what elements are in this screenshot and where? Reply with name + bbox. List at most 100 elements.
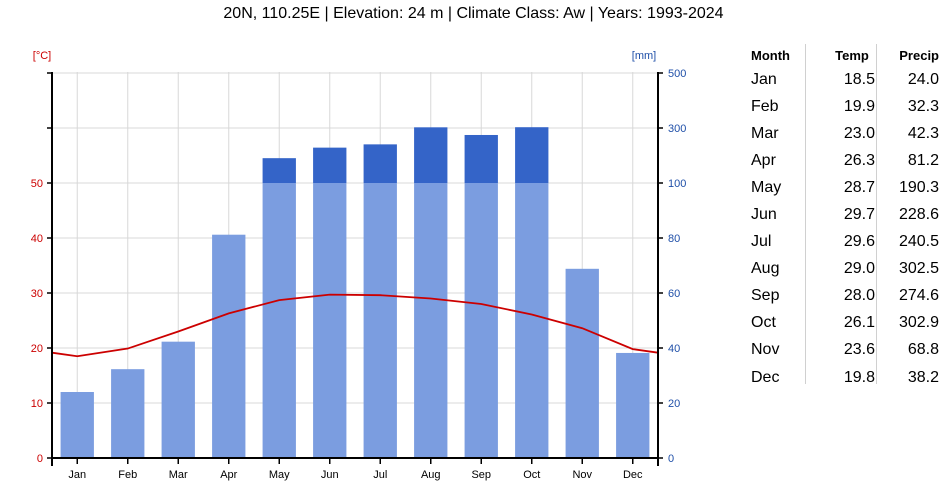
table-row: May 28.7 190.3: [740, 174, 940, 201]
precip-bar-excess: [313, 147, 347, 183]
month-label: Jan: [68, 469, 86, 481]
precip-bar: [161, 341, 195, 458]
precip-cell: 302.9: [898, 314, 939, 332]
temp-cell: 28.7: [843, 178, 875, 196]
month-cell: May: [751, 178, 782, 196]
month-label: Oct: [523, 469, 540, 481]
precip-bars: [60, 127, 650, 458]
month-label: Feb: [118, 469, 137, 481]
temp-cell: 28.0: [843, 287, 875, 305]
month-cell: Dec: [751, 368, 780, 386]
table-row: Jan 18.5 24.0: [740, 66, 940, 93]
climate-table: Month Temp Precip Jan 18.5 24.0 Feb 19.9 32.3…: [740, 44, 940, 391]
month-label: Sep: [471, 469, 491, 481]
precip-cell: 81.2: [907, 151, 939, 169]
month-cell: Jul: [751, 233, 772, 251]
temp-cell: 26.3: [843, 151, 875, 169]
temp-line: [51, 293, 659, 358]
right-tick-label: 0: [668, 453, 674, 465]
month-label: Jul: [373, 469, 387, 481]
table-header: Month Temp Precip: [740, 44, 940, 66]
month-cell: Aug: [751, 260, 780, 278]
month-label: Jun: [321, 469, 339, 481]
table-row: Jun 29.7 228.6: [740, 201, 940, 228]
precip-bar-excess: [464, 134, 498, 183]
month-label: Aug: [421, 469, 441, 481]
left-tick-label: 50: [31, 178, 43, 190]
precip-bar: [565, 268, 599, 458]
chart-title: 20N, 110.25E | Elevation: 24 m | Climate…: [223, 5, 724, 22]
precip-bar: [414, 183, 448, 458]
precip-cell: 38.2: [907, 368, 939, 386]
temp-cell: 29.7: [843, 206, 875, 224]
precip-cell: 42.3: [907, 124, 939, 142]
left-tick-label: 20: [31, 343, 43, 355]
month-cell: Jun: [751, 206, 777, 224]
temp-cell: 18.5: [843, 70, 875, 88]
right-tick-label: 300: [668, 123, 686, 135]
precip-cell: 274.6: [898, 287, 939, 305]
temp-line-path: [51, 293, 659, 358]
month-cell: Oct: [751, 314, 776, 332]
right-tick-label: 500: [668, 68, 686, 80]
left-tick-label: 0: [37, 453, 43, 465]
temp-cell: 23.0: [843, 124, 875, 142]
table-row: Oct 26.1 302.9: [740, 310, 940, 337]
right-tick-label: 100: [668, 178, 686, 190]
temp-cell: 29.0: [843, 260, 875, 278]
left-tick-label: 10: [31, 398, 43, 410]
month-cell: Feb: [751, 97, 779, 115]
month-cell: Jan: [751, 70, 777, 88]
table-row: Feb 19.9 32.3: [740, 93, 940, 120]
right-tick-label: 40: [668, 343, 680, 355]
precip-bar: [313, 183, 347, 458]
temp-cell: 19.9: [843, 97, 875, 115]
precip-bar: [515, 183, 549, 458]
axes: [47, 72, 663, 466]
month-label: Dec: [623, 469, 643, 481]
header-precip: Precip: [899, 47, 939, 63]
table-row: Dec 19.8 38.2: [740, 364, 940, 391]
precip-cell: 302.5: [898, 260, 939, 278]
month-label: Nov: [572, 469, 592, 481]
table-row: Aug 29.0 302.5: [740, 256, 940, 283]
table-body: Jan 18.5 24.0 Feb 19.9 32.3 Mar 23.0 42.3 Apr 26.3…: [740, 66, 940, 391]
month-label: Mar: [169, 469, 188, 481]
precip-cell: 228.6: [898, 206, 939, 224]
table-row: Jul 29.6 240.5: [740, 229, 940, 256]
right-tick-label: 80: [668, 233, 680, 245]
temp-cell: 26.1: [843, 314, 875, 332]
month-cell: Nov: [751, 341, 780, 359]
precip-bar-excess: [363, 144, 397, 183]
precip-bar: [60, 392, 94, 458]
table-row: Apr 26.3 81.2: [740, 147, 940, 174]
temp-cell: 19.8: [843, 368, 875, 386]
table-row: Sep 28.0 274.6: [740, 283, 940, 310]
month-label: May: [269, 469, 290, 481]
temp-cell: 29.6: [843, 233, 875, 251]
left-axis-unit: [°C]: [33, 50, 51, 62]
table-row: Mar 23.0 42.3: [740, 120, 940, 147]
precip-cell: 240.5: [898, 233, 939, 251]
left-tick-label: 30: [31, 288, 43, 300]
right-axis-unit: [mm]: [632, 50, 656, 62]
precip-cell: 32.3: [907, 97, 939, 115]
precip-bar: [262, 183, 296, 458]
precip-cell: 68.8: [907, 341, 939, 359]
header-temp: Temp: [835, 47, 869, 63]
table-divider: [805, 44, 806, 384]
month-label: Apr: [220, 469, 237, 481]
precip-bar-excess: [262, 158, 296, 183]
precip-bar-excess: [515, 127, 549, 183]
right-tick-label: 20: [668, 398, 680, 410]
left-tick-label: 40: [31, 233, 43, 245]
precip-bar-excess: [414, 127, 448, 183]
precip-bar: [464, 183, 498, 458]
table-row: Nov 23.6 68.8: [740, 337, 940, 364]
month-cell: Sep: [751, 287, 780, 305]
precip-bar: [212, 234, 246, 458]
precip-cell: 24.0: [907, 70, 939, 88]
header-month: Month: [751, 47, 790, 63]
